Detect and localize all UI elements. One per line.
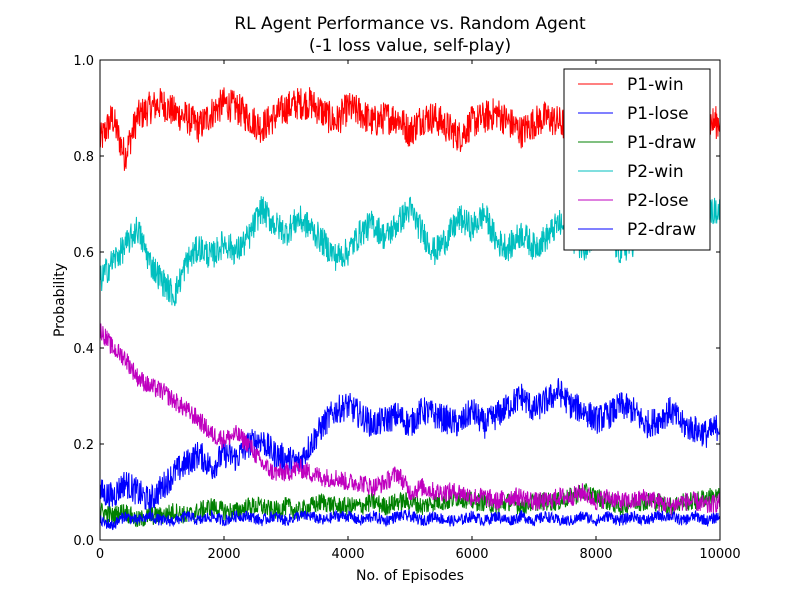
series-line-p2-draw — [100, 508, 720, 531]
y-tick-label: 1.0 — [73, 54, 94, 69]
plot-frame — [99, 59, 721, 541]
y-axis-label: Probability — [52, 263, 68, 337]
ticks-layer: 0 2000 4000 6000 8000 10000 0.0 0.2 0.4 0.6 0.8 1.0 — [73, 54, 740, 562]
series-line-p1-draw — [100, 483, 720, 528]
legend: P1-win P1-lose P1-draw P2-win P2-lose P2-draw — [563, 68, 711, 251]
x-tick-label: 8000 — [579, 547, 612, 562]
x-axis-label: No. of Episodes — [356, 568, 464, 584]
x-tick-label: 0 — [96, 547, 104, 562]
legend-label-p2-win: P2-win — [627, 162, 684, 182]
y-tick-label: 0.8 — [73, 150, 94, 165]
series-layer — [100, 87, 720, 531]
x-tick-label: 4000 — [331, 547, 364, 562]
y-tick-label: 0.0 — [73, 534, 94, 549]
legend-label-p2-lose: P2-lose — [627, 191, 689, 211]
legend-box — [563, 68, 711, 251]
x-tick-label: 2000 — [207, 547, 240, 562]
y-tick-label: 0.4 — [73, 342, 94, 357]
legend-label-p1-lose: P1-lose — [627, 104, 689, 124]
legend-label-p2-draw: P2-draw — [627, 220, 696, 240]
x-tick-label: 10000 — [699, 547, 740, 562]
legend-label-p1-draw: P1-draw — [627, 133, 696, 153]
series-line-p1-lose — [100, 378, 720, 516]
legend-label-p1-win: P1-win — [627, 75, 684, 95]
y-tick-label: 0.2 — [73, 438, 94, 453]
chart-subtitle: (-1 loss value, self-play) — [309, 36, 511, 56]
chart-title: RL Agent Performance vs. Random Agent — [234, 14, 586, 34]
series-line-p2-lose — [100, 321, 720, 516]
y-tick-label: 0.6 — [73, 246, 94, 261]
series-line-p2-win — [100, 196, 720, 307]
x-tick-label: 6000 — [455, 547, 488, 562]
